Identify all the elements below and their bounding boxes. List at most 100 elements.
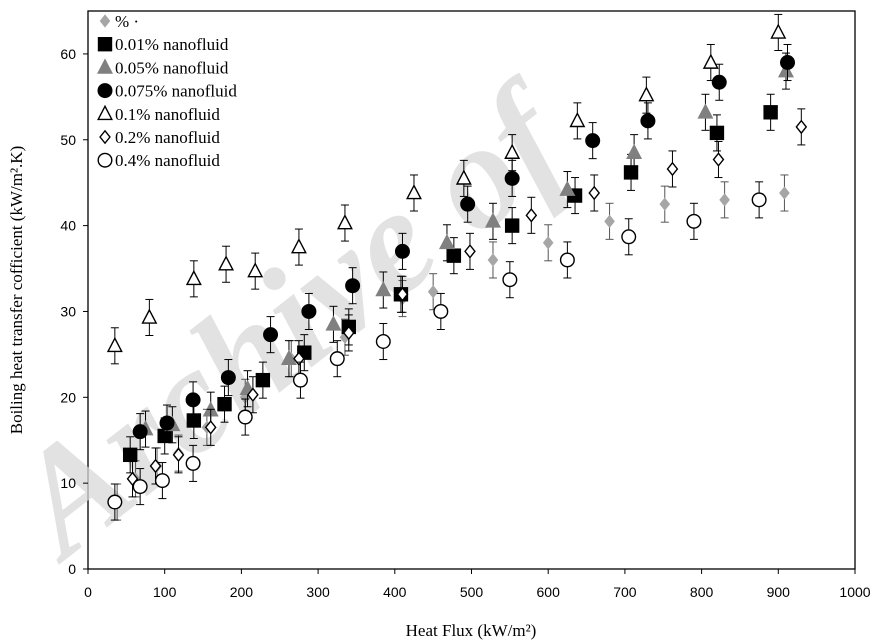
legend-marker xyxy=(97,37,113,52)
data-point xyxy=(217,396,232,412)
data-point xyxy=(325,315,342,331)
data-point xyxy=(719,193,730,207)
legend-marker xyxy=(97,104,113,121)
data-point xyxy=(638,86,655,102)
legend-label: 0.01% nanofluid xyxy=(115,35,229,54)
x-tick-label: 0 xyxy=(84,584,92,600)
data-point xyxy=(626,143,643,159)
data-point xyxy=(621,229,637,245)
x-tick-label: 600 xyxy=(537,584,561,600)
data-point xyxy=(255,372,271,388)
data-point xyxy=(604,214,615,228)
data-point xyxy=(780,55,796,71)
data-point xyxy=(263,327,279,343)
data-point xyxy=(712,152,725,167)
series-group xyxy=(132,43,796,451)
data-point xyxy=(141,308,158,324)
data-point xyxy=(446,248,462,263)
x-tick-label: 1000 xyxy=(839,584,870,600)
data-point xyxy=(666,161,679,177)
data-point xyxy=(172,447,185,463)
data-point xyxy=(132,479,148,495)
data-point xyxy=(280,349,297,365)
data-point xyxy=(290,238,307,254)
data-point xyxy=(686,213,702,229)
data-point xyxy=(107,494,123,510)
x-axis-title: Heat Flux (kW/m²) xyxy=(406,621,537,640)
x-tick-label: 900 xyxy=(767,584,791,600)
data-point xyxy=(247,262,264,278)
y-tick-label: 30 xyxy=(60,303,76,319)
data-point xyxy=(154,473,170,489)
legend-marker xyxy=(97,152,113,168)
data-point xyxy=(659,197,671,211)
x-tick-label: 100 xyxy=(153,584,177,600)
data-point xyxy=(186,413,202,428)
data-point xyxy=(751,192,767,208)
data-point xyxy=(455,169,472,185)
data-point xyxy=(301,303,317,319)
series-group xyxy=(107,181,767,521)
data-point xyxy=(149,458,162,474)
data-point xyxy=(185,269,202,286)
data-point xyxy=(433,303,449,319)
legend-marker xyxy=(99,14,111,28)
data-point xyxy=(157,428,172,444)
y-tick-label: 0 xyxy=(68,561,76,577)
legend-marker xyxy=(97,58,113,74)
data-point xyxy=(623,165,639,180)
x-tick-label: 700 xyxy=(613,584,637,600)
x-tick-label: 200 xyxy=(230,584,254,600)
y-tick-label: 40 xyxy=(60,218,76,234)
data-point xyxy=(559,180,576,196)
data-point xyxy=(525,208,538,223)
data-point xyxy=(237,409,253,425)
y-tick-label: 50 xyxy=(60,132,76,148)
data-point xyxy=(487,253,499,267)
data-point xyxy=(484,212,501,228)
data-point xyxy=(702,53,719,69)
data-point xyxy=(438,233,455,250)
data-point xyxy=(185,392,201,408)
legend-label: 0.075% nanofluid xyxy=(115,82,237,101)
data-point xyxy=(132,424,148,440)
legend-label: 0.1% nanofluid xyxy=(115,105,220,124)
data-point xyxy=(588,185,601,201)
data-point xyxy=(460,196,476,212)
x-tick-label: 500 xyxy=(460,584,484,600)
data-point xyxy=(375,334,391,350)
data-point xyxy=(709,125,725,141)
data-point xyxy=(779,186,790,200)
watermark-text: Archive of xyxy=(0,50,604,591)
data-point xyxy=(504,218,520,233)
series-group xyxy=(126,108,808,498)
data-point xyxy=(159,415,175,431)
data-point xyxy=(770,23,787,39)
data-point xyxy=(396,286,409,302)
y-axis-title: Boiling heat transfer cofficient (kW/m².… xyxy=(7,146,26,435)
data-point xyxy=(697,103,714,119)
data-point xyxy=(795,119,808,135)
legend-label: 0.4% nanofluid xyxy=(115,151,220,170)
legend-label: 0.05% nanofluid xyxy=(115,58,229,77)
data-point xyxy=(329,351,345,367)
data-point xyxy=(711,74,727,90)
data-point xyxy=(640,113,656,129)
data-point xyxy=(585,133,601,149)
data-point xyxy=(345,278,361,294)
data-point xyxy=(247,387,259,403)
data-point xyxy=(464,244,476,259)
data-point xyxy=(777,62,794,78)
data-point xyxy=(502,272,518,288)
data-point xyxy=(293,351,305,366)
data-point xyxy=(427,285,439,299)
data-point xyxy=(220,370,236,386)
data-point xyxy=(204,420,217,435)
data-point xyxy=(218,255,235,271)
data-point xyxy=(342,325,355,341)
legend-marker xyxy=(99,129,111,145)
data-point xyxy=(559,252,575,268)
y-tick-label: 20 xyxy=(60,389,76,405)
data-point xyxy=(185,455,201,471)
x-tick-label: 400 xyxy=(383,584,407,600)
